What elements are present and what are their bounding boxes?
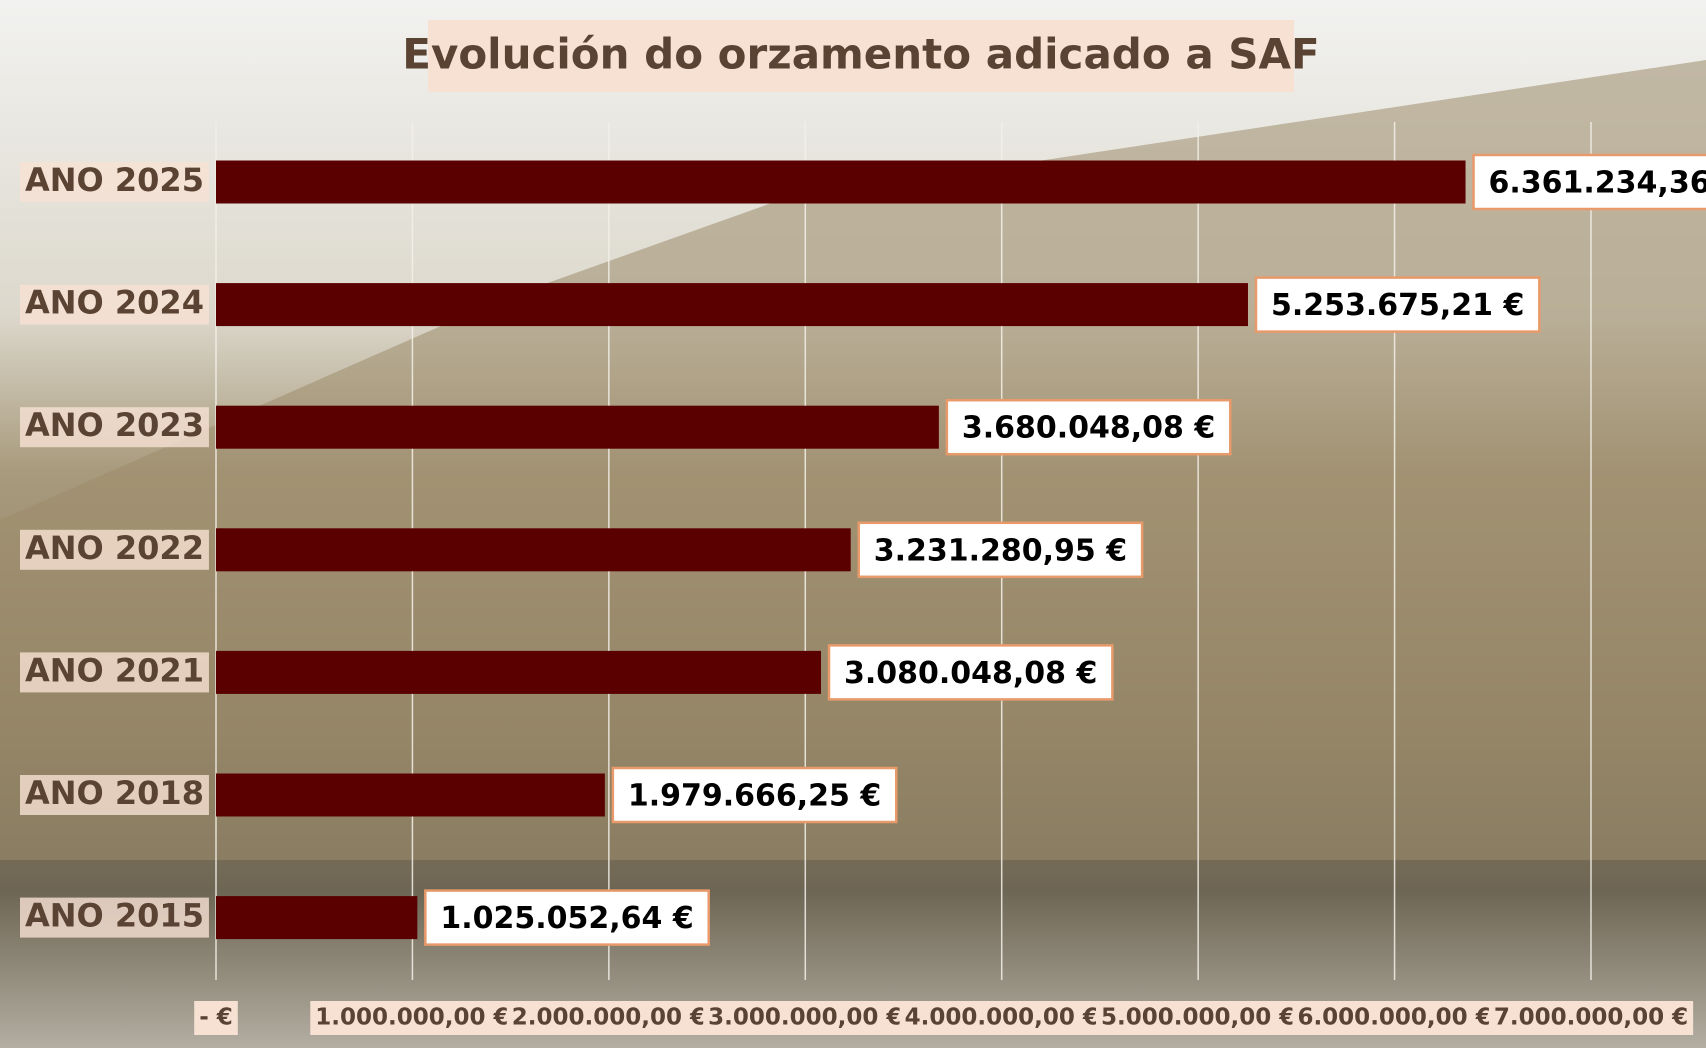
data-label: 5.253.675,21 €	[1271, 288, 1524, 323]
bar	[216, 650, 822, 694]
data-label-box	[857, 521, 1144, 579]
bar	[216, 405, 939, 449]
x-tick-bg	[899, 1001, 1104, 1035]
x-tick-label: 1.000.000,00 €	[315, 1005, 509, 1031]
y-tick-label: ANO 2022	[25, 529, 204, 567]
x-tick-bg	[703, 1001, 908, 1035]
x-tick-label: 4.000.000,00 €	[905, 1005, 1099, 1031]
x-tick-label: - €	[199, 1005, 233, 1031]
y-tick-bg	[20, 162, 209, 202]
bar	[216, 160, 1466, 204]
data-label: 3.680.048,08 €	[962, 411, 1215, 446]
x-tick-label: 3.000.000,00 €	[708, 1005, 902, 1031]
y-tick-label: ANO 2021	[25, 651, 204, 689]
x-tick-bg	[310, 1001, 515, 1035]
bar	[216, 773, 605, 817]
data-label-box	[611, 766, 898, 824]
y-tick-label: ANO 2018	[25, 774, 204, 812]
y-tick-bg	[20, 284, 209, 325]
bar	[216, 283, 1248, 327]
title-box	[428, 20, 1294, 92]
x-tick-label: 7.000.000,00 €	[1494, 1005, 1688, 1031]
x-tick-bg	[1292, 1001, 1497, 1035]
y-tick-bg	[20, 897, 209, 938]
x-tick-bg	[1096, 1001, 1301, 1035]
x-tick-bg	[194, 1001, 238, 1035]
y-tick-bg	[20, 407, 209, 448]
data-label-box	[827, 644, 1114, 701]
data-label-box	[424, 889, 710, 946]
chart-title: Evolución do orzamento adicado a SAF	[402, 30, 1319, 79]
bar	[216, 528, 851, 572]
y-tick-bg	[20, 775, 209, 815]
x-tick-label: 2.000.000,00 €	[512, 1005, 706, 1031]
data-label: 6.361.234,36 €	[1489, 166, 1706, 201]
y-tick-label: ANO 2023	[25, 406, 204, 444]
x-tick-label: 5.000.000,00 €	[1101, 1005, 1295, 1031]
x-tick-bg	[1488, 1001, 1694, 1035]
data-label-box	[1254, 276, 1541, 333]
data-label: 1.979.666,25 €	[628, 779, 881, 814]
y-tick-label: ANO 2015	[25, 897, 204, 935]
data-label: 3.080.048,08 €	[844, 656, 1097, 691]
y-tick-label: ANO 2024	[25, 284, 204, 322]
x-tick-bg	[506, 1001, 711, 1035]
data-label-box	[945, 398, 1232, 456]
y-tick-label: ANO 2025	[25, 161, 204, 199]
bar	[216, 896, 418, 940]
x-tick-label: 6.000.000,00 €	[1297, 1005, 1491, 1031]
data-label-box	[1472, 153, 1706, 211]
y-tick-bg	[20, 529, 209, 570]
data-label: 1.025.052,64 €	[440, 901, 693, 936]
data-label: 3.231.280,95 €	[874, 533, 1127, 568]
y-tick-bg	[20, 652, 209, 693]
